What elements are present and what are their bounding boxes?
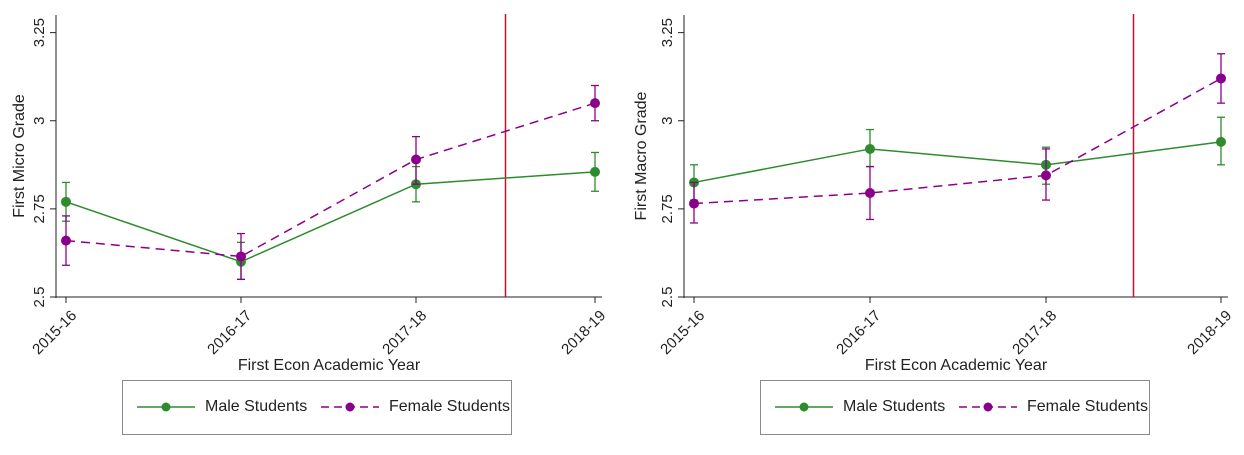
x-axis-title: First Econ Academic Year xyxy=(865,357,1048,374)
female-point xyxy=(1041,170,1051,181)
y-axis-title: First Macro Grade xyxy=(633,91,650,220)
x-tick-label: 2015-16 xyxy=(657,307,708,358)
y-tick-label: 2.5 xyxy=(659,287,676,308)
male-series-line xyxy=(65,171,596,263)
x-tick-label: 2018-19 xyxy=(558,307,609,358)
x-tick-label: 2017-18 xyxy=(1009,307,1060,358)
y-tick-label: 2.75 xyxy=(659,194,676,223)
female-point xyxy=(411,154,421,165)
macro-grade-chart-panel: 2.5 2.75 3 3.25 2015-16 2016-17 2017-18 2018-19… xyxy=(622,0,1244,455)
legend: Male Students Female Students xyxy=(122,380,512,435)
legend-item-female: Female Students xyxy=(319,397,510,417)
y-tick-label: 3.25 xyxy=(659,18,676,47)
y-tick-label: 3 xyxy=(659,117,676,125)
micro-grade-chart: 2.5 2.75 3 3.25 2015-16 2016-17 2017-18 2018-19… xyxy=(11,14,609,374)
legend-label-female: Female Students xyxy=(389,398,510,415)
female-point xyxy=(61,235,71,246)
micro-grade-chart-panel: 2.5 2.75 3 3.25 2015-16 2016-17 2017-18 2018-19… xyxy=(11,14,609,435)
x-tick-label: 2018-19 xyxy=(1184,307,1235,358)
x-tick-label: 2017-18 xyxy=(379,307,430,358)
x-tick-label: 2015-16 xyxy=(29,307,80,358)
female-series-line xyxy=(65,102,596,258)
female-point xyxy=(865,188,875,199)
y-tick-label: 3 xyxy=(31,117,48,125)
legend-label-male: Male Students xyxy=(843,398,946,415)
male-series-line xyxy=(693,141,1222,184)
female-legend-swatch xyxy=(321,402,379,412)
legend: Male Students Female Students xyxy=(760,380,1150,435)
legend-label-female: Female Students xyxy=(1027,398,1148,415)
x-tick-label: 2016-17 xyxy=(833,307,884,358)
male-point xyxy=(1216,136,1226,147)
female-point xyxy=(689,198,699,209)
male-legend-swatch xyxy=(137,402,195,412)
male-point xyxy=(865,143,875,154)
x-tick-label: 2016-17 xyxy=(204,307,255,358)
macro-grade-chart: 2.5 2.75 3 3.25 2015-16 2016-17 2017-18 2018-19… xyxy=(633,14,1235,374)
y-tick-label: 2.75 xyxy=(31,194,48,223)
legend-item-female: Female Students xyxy=(957,397,1148,417)
male-point xyxy=(590,166,600,177)
female-point xyxy=(1216,73,1226,84)
y-axis-title: First Micro Grade xyxy=(11,94,28,218)
y-tick-label: 3.25 xyxy=(31,18,48,47)
female-legend-swatch xyxy=(959,402,1017,412)
female-point xyxy=(236,251,246,262)
female-point xyxy=(590,98,600,109)
y-tick-label: 2.5 xyxy=(31,287,48,308)
legend-item-male: Male Students xyxy=(135,397,307,417)
male-legend-swatch xyxy=(775,402,833,412)
male-point xyxy=(61,196,71,207)
legend-label-male: Male Students xyxy=(205,398,308,415)
x-axis-title: First Econ Academic Year xyxy=(238,357,421,374)
legend-item-male: Male Students xyxy=(773,397,945,417)
female-series-line xyxy=(693,77,1222,205)
